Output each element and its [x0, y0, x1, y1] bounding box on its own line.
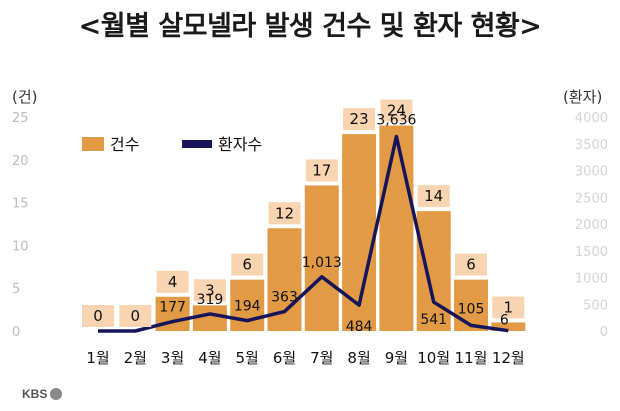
left-tick-label: 10: [12, 239, 29, 254]
legend: 건수 환자수: [82, 135, 262, 154]
bar: [230, 279, 265, 331]
x-tick-label: 1월: [86, 349, 109, 367]
line-value-label: 177: [159, 300, 186, 316]
kbs-logo-text: KBS: [22, 387, 48, 401]
chart-title: <월별 살모넬라 발생 건수 및 환자 현황>: [78, 11, 542, 42]
line-value-label: 363: [271, 290, 298, 306]
bar-label-box: [119, 305, 152, 327]
x-tick-label: 8월: [347, 349, 370, 367]
x-tick-label: 5월: [236, 349, 259, 367]
line-value-label: 105: [458, 301, 485, 317]
patients-line: [98, 134, 509, 333]
bar-value-label: 14: [424, 187, 443, 205]
kbs-globe-icon: [50, 388, 63, 400]
line-value-label: 541: [420, 312, 447, 328]
bar-label-box: [417, 185, 450, 208]
right-tick-label: 2000: [575, 218, 608, 233]
bar-value-label: 4: [168, 273, 178, 291]
bar-value-label: 24: [387, 102, 406, 120]
x-tick-label: 10월: [417, 349, 450, 367]
legend-bar-swatch: [82, 137, 104, 151]
bar: [491, 322, 526, 331]
line-value-label: 1,013: [302, 255, 342, 271]
bar-value-label: 0: [93, 307, 103, 325]
x-tick-label: 12월: [492, 349, 525, 367]
right-tick-label: 2500: [575, 191, 608, 206]
right-tick-label: 1500: [575, 245, 608, 260]
legend-bar-label: 건수: [110, 135, 139, 154]
right-tick-label: 4000: [575, 111, 608, 126]
left-tick-label: 20: [12, 154, 29, 169]
x-tick-label: 3월: [161, 349, 184, 367]
bar-label-box: [268, 202, 301, 225]
bar: [379, 125, 414, 331]
bar-value-label: 17: [312, 161, 331, 179]
bar-label-box: [156, 270, 189, 293]
bar-value-label: 6: [242, 256, 252, 274]
bar-label-box: [492, 296, 525, 319]
right-tick-label: 0: [600, 325, 608, 340]
bar-value-label: 0: [131, 307, 141, 325]
right-tick-label: 1000: [575, 272, 608, 287]
left-tick-label: 15: [12, 197, 29, 212]
right-tick-label: 500: [583, 298, 608, 313]
bar-label-box: [193, 279, 226, 302]
x-tick-label: 9월: [385, 349, 408, 367]
bar-label-box: [231, 253, 264, 276]
x-tick-label: 2월: [124, 349, 147, 367]
bar-label-box: [305, 159, 338, 182]
line-value-label: 3,636: [376, 112, 416, 128]
bar-value-label: 1: [504, 298, 514, 316]
bar-value-label: 6: [466, 256, 476, 274]
right-tick-label: 3000: [575, 165, 608, 180]
bar-label-box: [455, 253, 487, 276]
line-value-label: 484: [346, 319, 373, 335]
x-tick-label: 6월: [273, 349, 296, 367]
bar: [192, 305, 227, 331]
bar-label-box: [343, 108, 376, 131]
left-axis-label: (건): [12, 88, 38, 106]
legend-line-swatch: [182, 140, 212, 148]
x-tick-label: 7월: [310, 349, 333, 367]
bar-value-label: 3: [205, 281, 215, 299]
line-value-label: 319: [197, 292, 224, 308]
left-tick-label: 0: [12, 325, 20, 340]
bar-value-label: 23: [350, 110, 369, 128]
right-tick-label: 3500: [575, 138, 608, 153]
left-tick-label: 25: [12, 111, 29, 126]
line-value-label: 194: [234, 299, 261, 315]
left-tick-label: 5: [12, 282, 20, 297]
legend-line-label: 환자수: [218, 135, 262, 154]
bar: [304, 185, 339, 331]
bar-label-box: [82, 305, 114, 327]
right-axis-label: (환자): [563, 88, 602, 106]
bar-label-box: [380, 99, 413, 122]
bar-value-label: 12: [275, 204, 294, 222]
x-tick-label: 4월: [198, 349, 221, 367]
bar: [454, 279, 488, 331]
line-value-label: 6: [500, 313, 509, 329]
kbs-logo: KBS: [22, 387, 63, 401]
x-tick-label: 11월: [455, 349, 488, 367]
